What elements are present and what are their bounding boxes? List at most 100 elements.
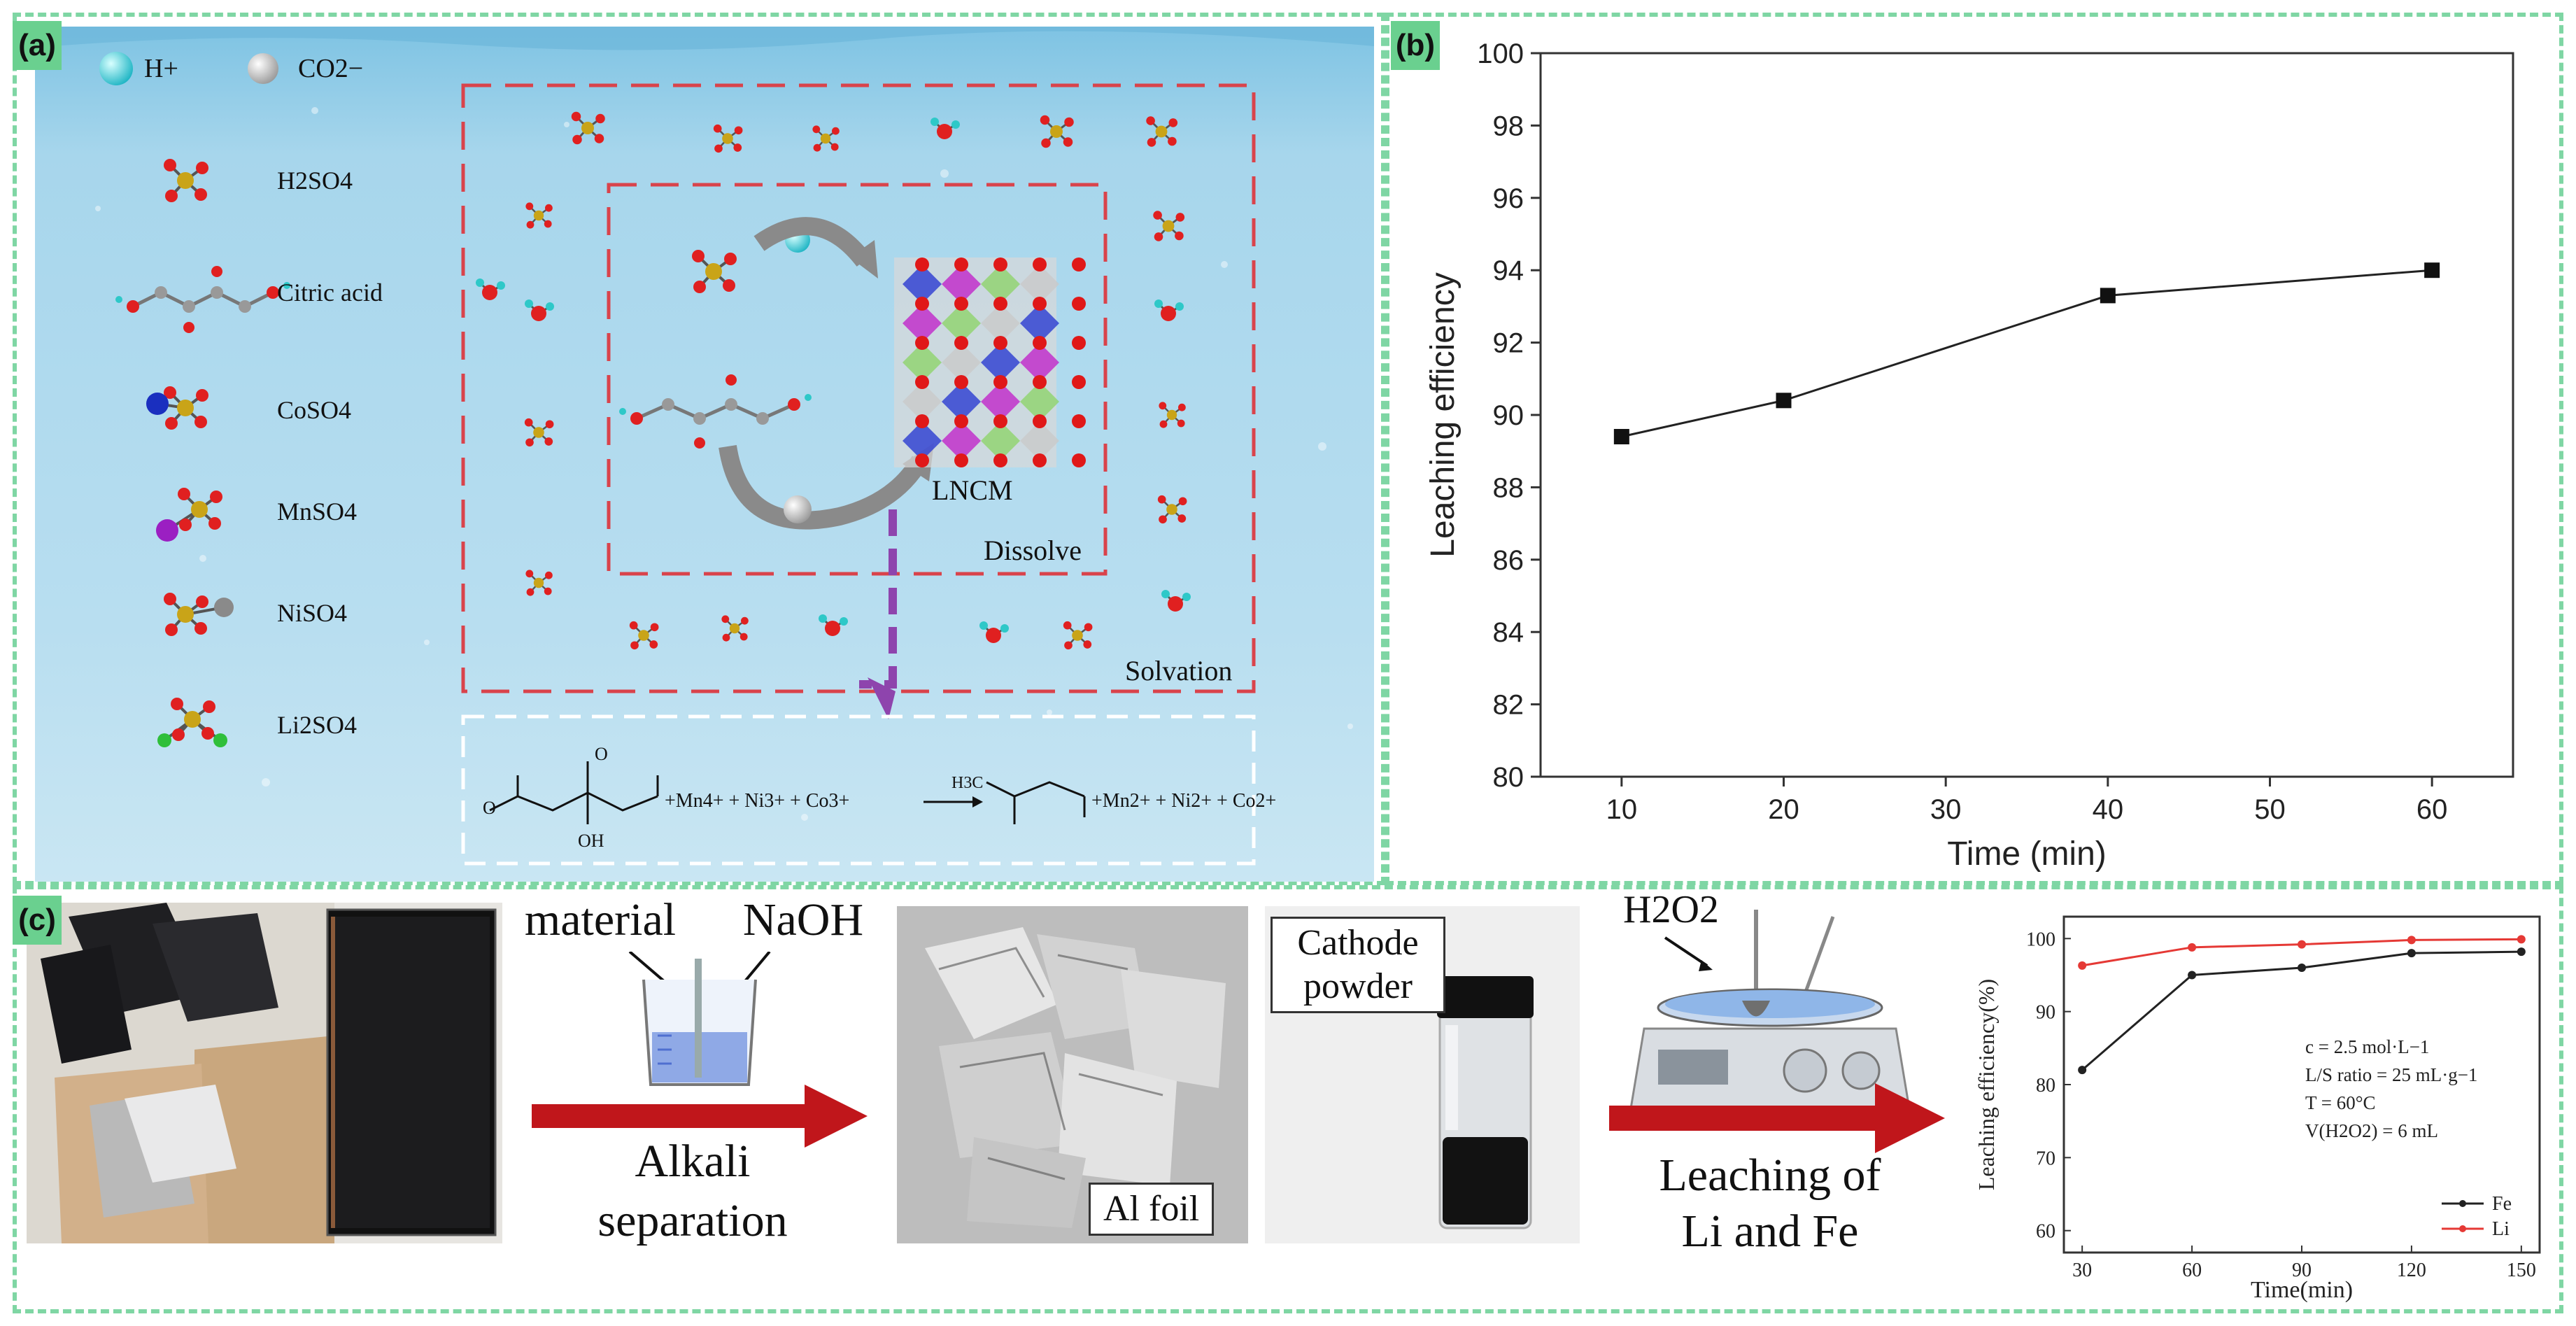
annotation-line: T = 60°C (2305, 1092, 2376, 1113)
data-point (2424, 262, 2440, 278)
y-tick-label-c: 100 (2026, 929, 2055, 950)
crystal-oxygen (1072, 453, 1086, 467)
crystal-oxygen (993, 375, 1007, 389)
molecule-label-niso4: NiSO4 (277, 599, 347, 627)
annotation-line: V(H2O2) = 6 mL (2305, 1120, 2438, 1141)
crystal-cell (942, 304, 981, 343)
x-axis-title-c: Time(min) (2251, 1277, 2353, 1303)
cathode-label-line1: Cathode (1297, 923, 1419, 963)
crystal-oxygen (1033, 414, 1047, 428)
crystal-oxygen (954, 258, 968, 271)
x-tick-label: 40 (2093, 794, 2124, 825)
data-point-li (2517, 935, 2526, 944)
crystal-cell (903, 382, 942, 421)
crystal-cell (903, 304, 942, 343)
crystal-oxygen (954, 375, 968, 389)
molecule-label-coso4: CoSO4 (277, 396, 351, 424)
crystal-cell (981, 343, 1020, 382)
crystal-oxygen (954, 336, 968, 350)
leaching-label-line1: Leaching of (1659, 1150, 1881, 1201)
crystal-oxygen (1072, 336, 1086, 350)
svg-text:O: O (595, 744, 608, 764)
beaker-icon (628, 952, 771, 1086)
crystal-oxygen (915, 414, 929, 428)
panel-a-frame (13, 13, 1385, 885)
y-tick-label: 98 (1493, 111, 1524, 141)
x-tick-label: 10 (1606, 794, 1638, 825)
lncm-label: LNCM (932, 474, 1013, 506)
crystal-cell (1020, 304, 1059, 343)
y-tick-label-c: 80 (2036, 1075, 2055, 1096)
y-tick-label: 90 (1493, 400, 1524, 431)
data-point-fe (2298, 964, 2306, 973)
crystal-oxygen (1033, 258, 1047, 271)
oh-label: OH (578, 831, 604, 851)
crystal-oxygen (1033, 297, 1047, 311)
crystal-cell (942, 421, 981, 460)
co2-ion-label: CO2− (298, 54, 363, 83)
li-fe-leaching-chart: 60 70 80 90 100 30 60 90 120 150 c = 2.5 mol·L−1 L… (1974, 915, 2541, 1303)
cathode-label-line2: powder (1303, 966, 1413, 1006)
x-tick-label-c: 90 (2292, 1260, 2312, 1281)
molecule-label-li2so4: Li2SO4 (277, 711, 357, 739)
y-axis-title-c: Leaching efficiency(%) (1974, 979, 1999, 1190)
crystal-oxygen (1033, 453, 1047, 467)
crystal-oxygen (993, 297, 1007, 311)
solvation-box (461, 83, 1256, 693)
crystal-cell (981, 304, 1020, 343)
data-point-li (2407, 936, 2416, 945)
material-label: material (524, 894, 677, 945)
data-point-fe (2407, 949, 2416, 958)
crystal-oxygen (1033, 375, 1047, 389)
equation-reactants: +Mn4+ + Ni3+ + Co3+ (665, 790, 849, 812)
molecule-label-h2so4: H2SO4 (277, 167, 353, 195)
cathode-powder-label: Cathode powder (1271, 917, 1445, 1013)
crystal-cell (903, 265, 942, 304)
alkali-arrow (532, 1085, 868, 1148)
molecule-label-citric-acid: Citric acid (277, 278, 383, 306)
annotation-line: c = 2.5 mol·L−1 (2305, 1036, 2429, 1057)
al-foil-label: Al foil (1089, 1183, 1215, 1236)
crystal-oxygen (915, 336, 929, 350)
crystal-oxygen (1072, 375, 1086, 389)
crystal-cell (903, 421, 942, 460)
x-tick-label-c: 30 (2072, 1260, 2092, 1281)
alkali-label-line1: Alkali (635, 1136, 751, 1187)
svg-text:O: O (483, 798, 496, 818)
equation-products: +Mn2+ + Ni2+ + Co2+ (1091, 790, 1276, 812)
x-tick-label-c: 150 (2507, 1260, 2536, 1281)
y-tick-label: 82 (1493, 690, 1524, 721)
crystal-cell (942, 265, 981, 304)
crystal-oxygen (993, 336, 1007, 350)
crystal-oxygen (1033, 336, 1047, 350)
plot-area (1539, 52, 2514, 778)
y-axis-title: Leaching efficiency (1424, 272, 1462, 557)
panel-b-tag: (b) (1391, 21, 1440, 70)
crystal-oxygen (993, 414, 1007, 428)
crystal-cell (1020, 343, 1059, 382)
naoh-label: NaOH (742, 894, 864, 945)
leaching-efficiency-chart: 80 82 84 86 88 90 92 94 96 98 100 10 20 30 40 50 60 Time… (1424, 38, 2514, 873)
crystal-oxygen (1072, 297, 1086, 311)
y-tick-label: 92 (1493, 328, 1524, 359)
h3c-label: H3C (951, 774, 983, 792)
x-tick-label: 30 (1930, 794, 1962, 825)
molecule-label-mnso4: MnSO4 (277, 498, 357, 526)
crystal-oxygen (1072, 414, 1086, 428)
lncm-crystal (894, 258, 1086, 467)
leaching-arrow (1609, 1083, 1945, 1153)
panel-a-illustration: H+ CO2− H2SO4 Citric acid CoSO4 MnSO4 Ni… (35, 27, 1374, 882)
x-tick-label-c: 120 (2397, 1260, 2426, 1281)
reaction-arrow (859, 509, 897, 689)
crystal-cell (1020, 265, 1059, 304)
dissolve-box (607, 183, 1107, 576)
alkali-label-line2: separation (597, 1195, 788, 1246)
h2o2-label: H2O2 (1623, 887, 1763, 932)
annotation-line: L/S ratio = 25 mL·g−1 (2305, 1064, 2477, 1085)
data-point (1613, 429, 1629, 445)
equation-box (461, 714, 1256, 866)
crystal-oxygen (993, 453, 1007, 467)
crystal-cell (1020, 382, 1059, 421)
y-tick-label: 96 (1493, 183, 1524, 214)
leaching-label-line2: Li and Fe (1681, 1206, 1859, 1257)
